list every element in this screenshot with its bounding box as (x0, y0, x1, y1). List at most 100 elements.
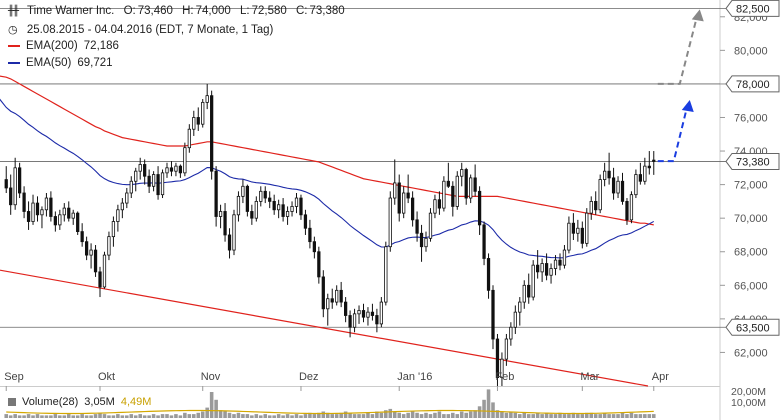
y-tick-label: 80,000 (734, 45, 768, 57)
candle-body (638, 174, 642, 182)
volume-bar (384, 410, 388, 418)
open-value: 73,460 (137, 5, 173, 17)
candle-body (138, 164, 142, 172)
volume-bar (178, 415, 183, 418)
volume-bar (446, 414, 451, 418)
candle-body (272, 200, 276, 211)
volume-bar (437, 411, 442, 418)
volume-bar (593, 414, 598, 418)
candle-body (544, 263, 549, 276)
volume-bar (93, 414, 98, 418)
candle-body (290, 206, 294, 212)
volume-bar (89, 415, 93, 418)
candle-body (232, 214, 236, 251)
volume-bar (214, 399, 218, 418)
volume-bar (223, 411, 227, 418)
volume-bar (576, 414, 580, 418)
volume-bar (544, 412, 549, 418)
candle-body (214, 170, 218, 217)
level-tag-label: 63,500 (736, 322, 770, 334)
candle-body (330, 298, 334, 303)
candle-body (277, 204, 281, 211)
candle-body (40, 209, 44, 216)
volume-bar (294, 414, 299, 418)
volume-bar (540, 414, 544, 418)
volume-tick-label: 20,00M (731, 386, 766, 398)
candle-body (326, 298, 330, 310)
volume-bar (250, 415, 254, 418)
high-label: H: (182, 5, 194, 17)
volume-bar (433, 412, 437, 418)
volume-bar (620, 412, 625, 418)
candle-body (98, 271, 102, 288)
candle-body (147, 175, 151, 187)
ema50-swatch (8, 61, 20, 64)
level-tag (725, 0, 780, 17)
close-label: C: (295, 5, 308, 17)
volume-bar (424, 412, 428, 418)
volume-bar (299, 415, 303, 418)
price-axis: 62,00064,00066,00068,00070,00072,00074,0… (720, 0, 780, 409)
candle-body (134, 170, 138, 182)
volume-bar (388, 408, 393, 418)
candle-body (218, 211, 223, 217)
volume-bar (522, 412, 527, 418)
candle-body (509, 326, 513, 340)
x-tick-label: Sep (4, 371, 24, 383)
candle-body (254, 200, 258, 219)
volume-bar (518, 414, 522, 418)
volume-bar (196, 412, 201, 418)
candle-body (205, 95, 209, 103)
volume-bar (192, 414, 196, 418)
candle-body (357, 310, 361, 315)
volume-bar (156, 415, 160, 418)
volume-bar (580, 414, 585, 418)
volume-bar (98, 412, 102, 418)
candle-body (437, 199, 442, 209)
volume-bar (272, 415, 276, 418)
candle-body (308, 227, 312, 243)
volume-bar (187, 414, 192, 418)
candle-body (344, 301, 348, 316)
candle-body (31, 202, 35, 222)
volume-bar (209, 392, 214, 418)
volume-bar (334, 414, 339, 418)
candle-body (107, 236, 111, 256)
volume-bar (142, 415, 147, 418)
candle-body (125, 192, 129, 204)
volume-bar (22, 415, 26, 418)
volume-bar (205, 407, 209, 418)
candle-body (442, 180, 446, 209)
volume-swatch (8, 398, 16, 407)
candle-body (281, 204, 285, 217)
volume-bar (151, 414, 156, 418)
volume-bar (107, 415, 111, 418)
volume-bar (513, 412, 518, 418)
volume-bar (267, 415, 272, 418)
candle-body (317, 251, 321, 278)
volume-bar (406, 412, 410, 418)
candle-body (53, 216, 57, 226)
candle-body (335, 289, 339, 303)
candle-body (536, 264, 540, 273)
volume-bar (138, 414, 142, 418)
candle-body (361, 310, 366, 318)
candle-body (603, 170, 607, 180)
volume-bar (62, 415, 67, 418)
volume-bar (308, 412, 312, 418)
candle-body (652, 159, 656, 162)
volume-bar (455, 414, 460, 418)
candle-body (312, 241, 316, 253)
candle-body (111, 221, 116, 238)
volume-bar (415, 412, 419, 418)
candle-body (388, 197, 392, 248)
volume-bar (40, 415, 44, 418)
volume-bar (49, 415, 53, 418)
low-label: L: (240, 5, 250, 17)
candle-body (531, 264, 535, 298)
candle-body (352, 313, 357, 328)
trendline (0, 269, 649, 387)
candle-body (424, 237, 428, 248)
candlestick-icon: ╫╫ (8, 6, 19, 17)
candle-body (562, 249, 567, 266)
